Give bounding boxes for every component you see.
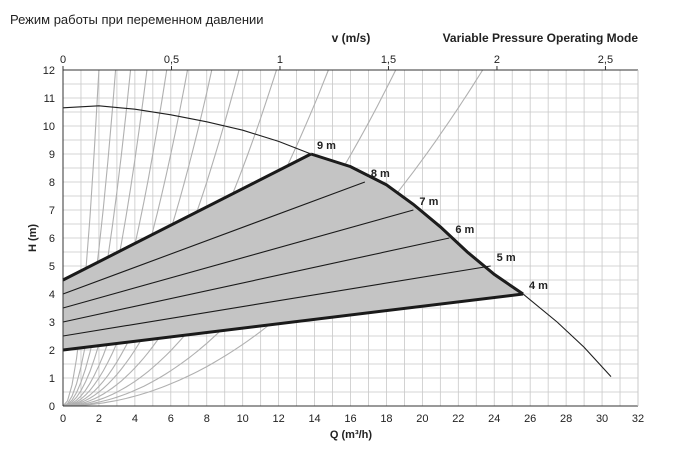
- x-tick-label: 2: [96, 413, 102, 425]
- x-tick-label: 22: [452, 413, 464, 425]
- pressure-label: 4 m: [529, 280, 548, 292]
- y-tick-label: 1: [49, 373, 55, 385]
- pressure-line-5m: [62, 265, 491, 337]
- pressure-line-7m: [62, 209, 414, 309]
- pressure-label: 6 m: [455, 224, 474, 236]
- x-tick-label: 30: [596, 413, 608, 425]
- operating-region: 9 m 8 m 7 m 6 m 5 m 4 m: [62, 140, 548, 352]
- x-tick-label: 26: [524, 413, 536, 425]
- x-tick-label: 32: [632, 413, 644, 425]
- x-tick-label: 0: [60, 413, 66, 425]
- y-tick-label: 9: [49, 149, 55, 161]
- chart-title: Режим работы при переменном давлении: [10, 12, 264, 27]
- x-tick-label: 18: [380, 413, 392, 425]
- top-tick-label: 2: [494, 54, 500, 66]
- axes: 0 2 4 6 8 10 12 14 16 18 20 22 24 26 28 30 3201234567891…: [43, 54, 644, 425]
- y-tick-label: 2: [49, 345, 55, 357]
- pressure-line-8m: [62, 181, 366, 295]
- pressure-label: 9 m: [317, 140, 336, 152]
- pump-curve: [62, 105, 612, 377]
- pressure-line-6m: [62, 237, 450, 323]
- pressure-label: 8 m: [371, 168, 390, 180]
- top-tick-label: 1: [277, 54, 283, 66]
- y-tick-label: 10: [43, 121, 55, 133]
- y-tick-label: 4: [49, 289, 55, 301]
- top-tick-label: 1,5: [381, 54, 396, 66]
- y-tick-label: 6: [49, 233, 55, 245]
- x-tick-label: 4: [132, 413, 138, 425]
- x-tick-label: 24: [488, 413, 500, 425]
- x-tick-label: 10: [237, 413, 249, 425]
- y-axis-label: H (m): [27, 224, 39, 252]
- y-tick-label: 11: [44, 93, 55, 105]
- y-tick-label: 5: [49, 261, 55, 273]
- region-fill: [63, 154, 523, 350]
- x-tick-label: 8: [204, 413, 210, 425]
- top-tick-label: 0: [60, 54, 66, 66]
- max-pump-curve: [62, 105, 612, 377]
- y-tick-label: 3: [49, 317, 55, 329]
- y-tick-label: 8: [49, 177, 55, 189]
- pressure-line-9m: [62, 152, 312, 282]
- x-tick-label: 20: [416, 413, 428, 425]
- x-tick-label: 12: [273, 413, 285, 425]
- y-tick-label: 7: [49, 205, 55, 217]
- chart-subtitle: Variable Pressure Operating Mode: [443, 31, 639, 45]
- y-tick-label: 12: [43, 65, 55, 77]
- pressure-label: 7 m: [419, 196, 438, 208]
- pressure-label: 5 m: [497, 252, 516, 264]
- x-axis-label: Q (m³/h): [330, 429, 372, 441]
- y-tick-label: 0: [49, 401, 55, 413]
- x-tick-label: 16: [344, 413, 356, 425]
- top-tick-label: 2,5: [598, 54, 613, 66]
- top-tick-label: 0,5: [164, 54, 179, 66]
- pressure-line-4m: [62, 292, 524, 352]
- top-axis-label: v (m/s): [332, 31, 371, 45]
- x-tick-label: 28: [560, 413, 572, 425]
- x-tick-label: 14: [308, 413, 320, 425]
- x-tick-label: 6: [168, 413, 174, 425]
